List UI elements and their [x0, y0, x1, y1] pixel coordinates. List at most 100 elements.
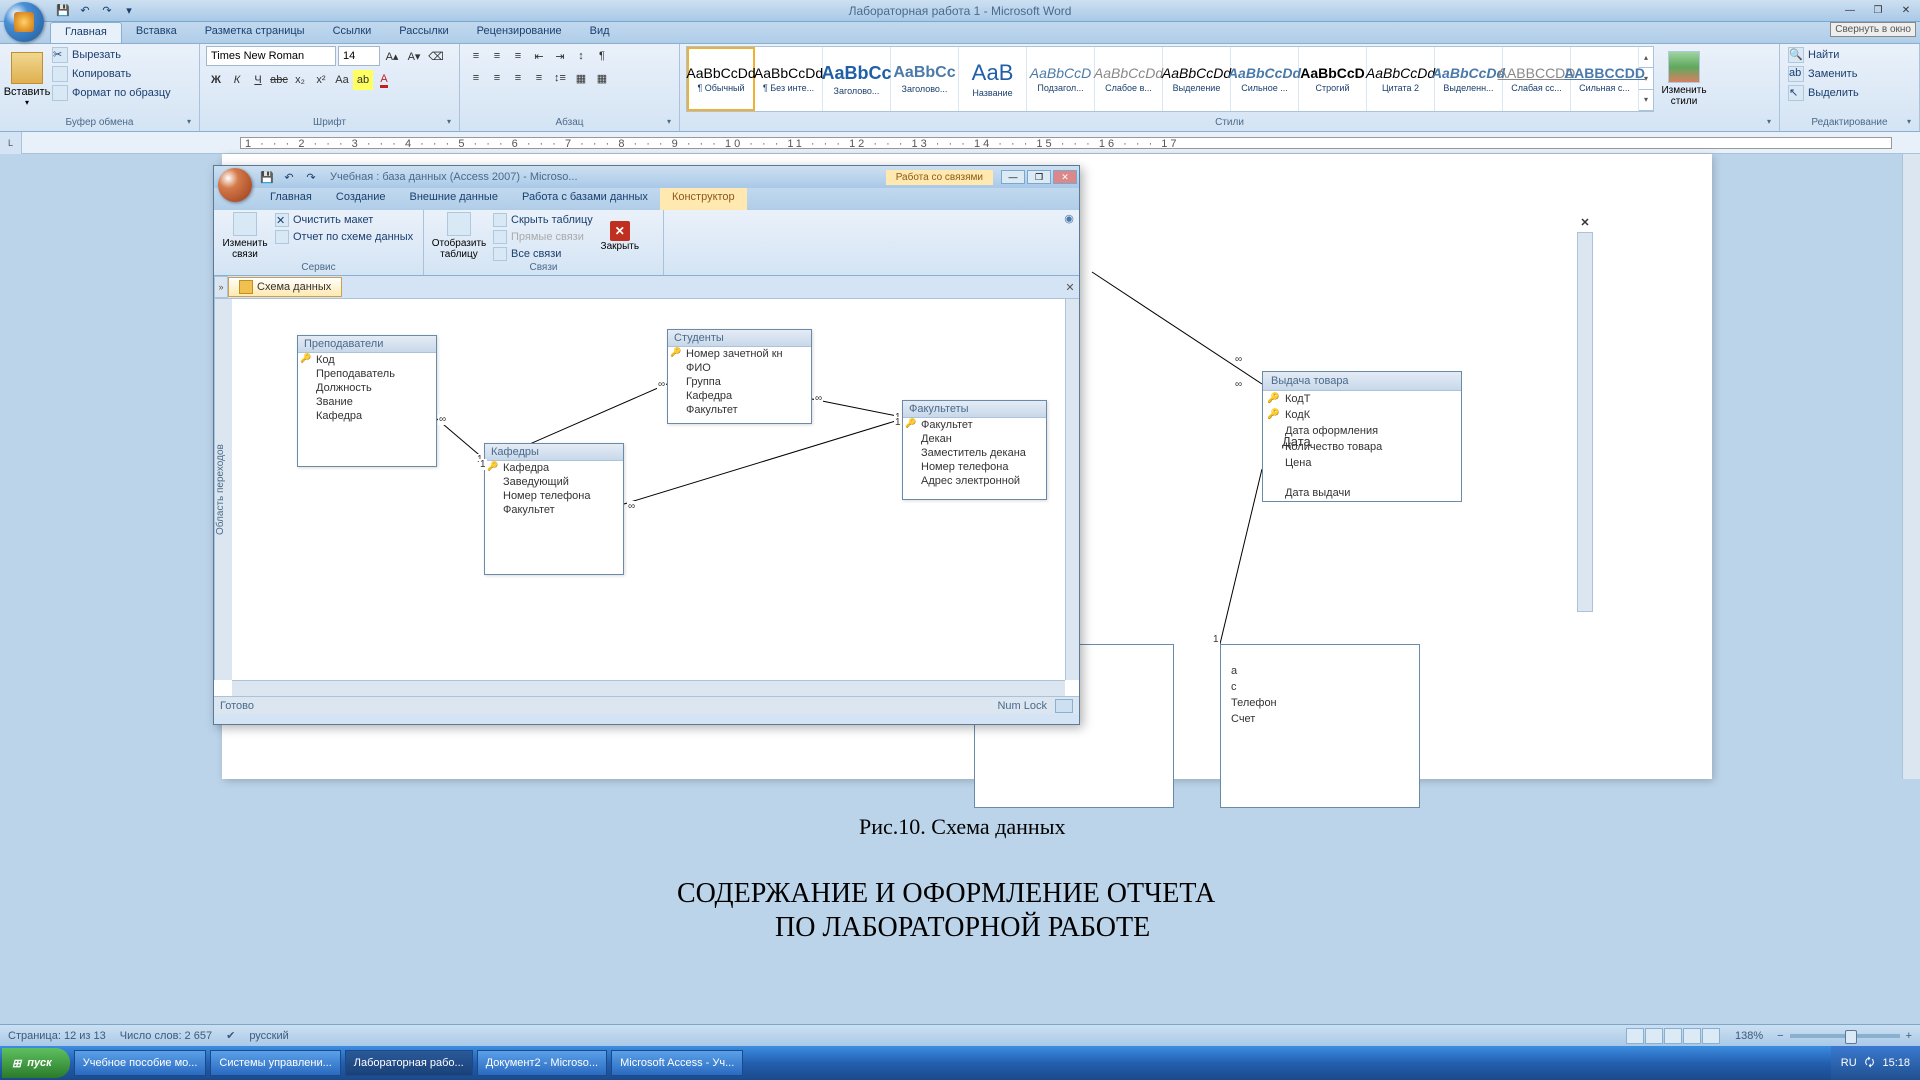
horizontal-ruler[interactable]: 1 · · · 2 · · · 3 · · · 4 · · · 5 · · · …: [240, 137, 1892, 149]
style-item[interactable]: AaBbCcDdВыделенн...: [1435, 47, 1503, 111]
db-table-field[interactable]: Группа: [668, 375, 811, 389]
db-table-field[interactable]: Кафедра: [298, 409, 436, 423]
show-table-button[interactable]: Отобразить таблицу: [430, 212, 488, 260]
taskbar-item[interactable]: Учебное пособие мо...: [74, 1050, 207, 1076]
db-table[interactable]: СтудентыНомер зачетной кнФИОГруппаКафедр…: [667, 329, 812, 424]
cut-button[interactable]: ✂Вырезать: [50, 46, 173, 64]
hide-table-button[interactable]: Скрыть таблицу: [492, 212, 594, 228]
style-item[interactable]: AABBCCDDСлабая сс...: [1503, 47, 1571, 111]
access-ribbon-tab[interactable]: Внешние данные: [398, 188, 510, 210]
db-table-field[interactable]: Звание: [298, 395, 436, 409]
subscript-button[interactable]: x₂: [290, 70, 310, 90]
increase-indent-button[interactable]: ⇥: [550, 46, 570, 66]
ribbon-tab[interactable]: Вид: [576, 22, 624, 43]
db-table-field[interactable]: ФИО: [668, 361, 811, 375]
format-painter-button[interactable]: Формат по образцу: [50, 84, 173, 102]
align-left-button[interactable]: ≡: [466, 68, 486, 88]
access-maximize-button[interactable]: ❐: [1027, 170, 1051, 184]
style-item[interactable]: AaBbCcDСтрогий: [1299, 47, 1367, 111]
tray-volume-icon[interactable]: 🗘: [1865, 1054, 1875, 1073]
tray-lang[interactable]: RU: [1841, 1057, 1857, 1069]
ribbon-tab[interactable]: Рассылки: [385, 22, 462, 43]
word-count[interactable]: Число слов: 2 657: [120, 1030, 212, 1042]
styles-gallery[interactable]: AaBbCcDd¶ ОбычныйAaBbCcDd¶ Без инте...Aa…: [686, 46, 1654, 112]
select-button[interactable]: ↖Выделить: [1786, 84, 1861, 102]
access-view-buttons[interactable]: [1055, 699, 1073, 713]
find-button[interactable]: 🔍Найти: [1786, 46, 1861, 64]
system-tray[interactable]: RU 🗘 15:18: [1831, 1046, 1920, 1080]
db-table[interactable]: ПреподавателиКодПреподавательДолжностьЗв…: [297, 335, 437, 467]
bullets-button[interactable]: ≡: [466, 46, 486, 66]
access-qat-save-icon[interactable]: 💾: [258, 168, 276, 186]
db-table-field[interactable]: Факультет: [903, 418, 1046, 432]
justify-button[interactable]: ≡: [529, 68, 549, 88]
style-item[interactable]: AaBbCcDdВыделение: [1163, 47, 1231, 111]
start-button[interactable]: ⊞ пуск: [2, 1048, 70, 1078]
ribbon-tab[interactable]: Рецензирование: [463, 22, 576, 43]
align-center-button[interactable]: ≡: [487, 68, 507, 88]
db-table-field[interactable]: Заведующий: [485, 475, 623, 489]
db-table-field[interactable]: Кафедра: [668, 389, 811, 403]
shading-button[interactable]: ▦: [571, 68, 591, 88]
access-ribbon-tab[interactable]: Создание: [324, 188, 398, 210]
collapse-tooltip[interactable]: Свернуть в окно: [1830, 22, 1916, 37]
taskbar-item[interactable]: Microsoft Access - Уч...: [611, 1050, 743, 1076]
vertical-scrollbar[interactable]: [1902, 154, 1920, 779]
close-button[interactable]: ✕: [1892, 3, 1920, 19]
db-table-field[interactable]: Заместитель декана: [903, 446, 1046, 460]
close-rel-button[interactable]: ✕ Закрыть: [598, 212, 642, 260]
tray-clock[interactable]: 15:18: [1882, 1057, 1910, 1069]
db-table[interactable]: ФакультетыФакультетДеканЗаместитель дека…: [902, 400, 1047, 500]
align-right-button[interactable]: ≡: [508, 68, 528, 88]
numbering-button[interactable]: ≡: [487, 46, 507, 66]
taskbar-item[interactable]: Документ2 - Microso...: [477, 1050, 607, 1076]
ribbon-tab[interactable]: Разметка страницы: [191, 22, 319, 43]
ribbon-tab[interactable]: Ссылки: [319, 22, 386, 43]
font-color-button[interactable]: A: [374, 70, 394, 90]
schema-report-button[interactable]: Отчет по схеме данных: [274, 229, 414, 245]
spellcheck-icon[interactable]: ✔: [226, 1029, 235, 1042]
schema-tab-close[interactable]: ✕: [1061, 281, 1079, 294]
line-spacing-button[interactable]: ↕≡: [550, 68, 570, 88]
view-buttons[interactable]: [1626, 1028, 1721, 1044]
clear-formatting-button[interactable]: ⌫: [426, 46, 446, 66]
picture-close-icon[interactable]: ✕: [1577, 214, 1593, 230]
grow-font-button[interactable]: A▴: [382, 46, 402, 66]
paste-button[interactable]: Вставить ▾: [6, 46, 48, 112]
gallery-scroll[interactable]: ▾: [1639, 90, 1653, 111]
underline-button[interactable]: Ч: [248, 70, 268, 90]
style-item[interactable]: AaBbCcЗаголово...: [823, 47, 891, 111]
db-table-field[interactable]: Номер зачетной кн: [668, 347, 811, 361]
db-table-field[interactable]: Кафедра: [485, 461, 623, 475]
schema-canvas[interactable]: Область переходов ПреподавателиКодПрепод…: [214, 298, 1079, 696]
qat-dropdown-icon[interactable]: ▾: [120, 2, 138, 20]
db-table-field[interactable]: Номер телефона: [485, 489, 623, 503]
office-button[interactable]: [4, 2, 44, 42]
show-marks-button[interactable]: ¶: [592, 46, 612, 66]
borders-button[interactable]: ▦: [592, 68, 612, 88]
page-indicator[interactable]: Страница: 12 из 13: [8, 1030, 106, 1042]
schema-tab[interactable]: Схема данных: [228, 277, 342, 297]
language-indicator[interactable]: русский: [249, 1030, 288, 1042]
taskbar-item[interactable]: Лабораторная рабо...: [345, 1050, 473, 1076]
style-item[interactable]: AaBbCcDПодзагол...: [1027, 47, 1095, 111]
change-styles-button[interactable]: Изменить стили: [1656, 46, 1712, 112]
picture-vscroll[interactable]: [1577, 232, 1593, 612]
decrease-indent-button[interactable]: ⇤: [529, 46, 549, 66]
nav-pane-label[interactable]: Область переходов: [214, 299, 232, 680]
gallery-scroll[interactable]: ▾: [1639, 68, 1653, 89]
minimize-button[interactable]: —: [1836, 3, 1864, 19]
db-table[interactable]: КафедрыКафедраЗаведующийНомер телефонаФа…: [484, 443, 624, 575]
sort-button[interactable]: ↕: [571, 46, 591, 66]
style-item[interactable]: АаВНазвание: [959, 47, 1027, 111]
font-size-combo[interactable]: 14: [338, 46, 380, 66]
ribbon-tab[interactable]: Вставка: [122, 22, 191, 43]
db-table-field[interactable]: Должность: [298, 381, 436, 395]
direct-links-button[interactable]: Прямые связи: [492, 229, 594, 245]
superscript-button[interactable]: x²: [311, 70, 331, 90]
db-table-field[interactable]: Код: [298, 353, 436, 367]
access-qat-redo-icon[interactable]: ↷: [302, 168, 320, 186]
gallery-scroll[interactable]: ▴: [1639, 47, 1653, 68]
copy-button[interactable]: Копировать: [50, 65, 173, 83]
nav-pane-toggle[interactable]: »: [214, 276, 228, 298]
